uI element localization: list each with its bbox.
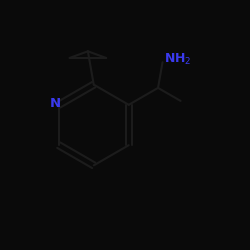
- Text: N: N: [50, 97, 61, 110]
- Text: NH$_2$: NH$_2$: [164, 52, 191, 67]
